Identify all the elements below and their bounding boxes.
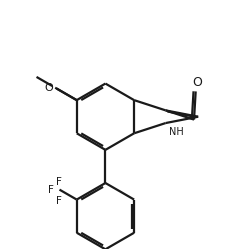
Text: F: F (56, 177, 62, 187)
Text: O: O (45, 83, 53, 93)
Text: O: O (193, 76, 202, 89)
Text: F: F (56, 196, 62, 205)
Text: F: F (48, 185, 54, 195)
Text: NH: NH (169, 127, 184, 137)
